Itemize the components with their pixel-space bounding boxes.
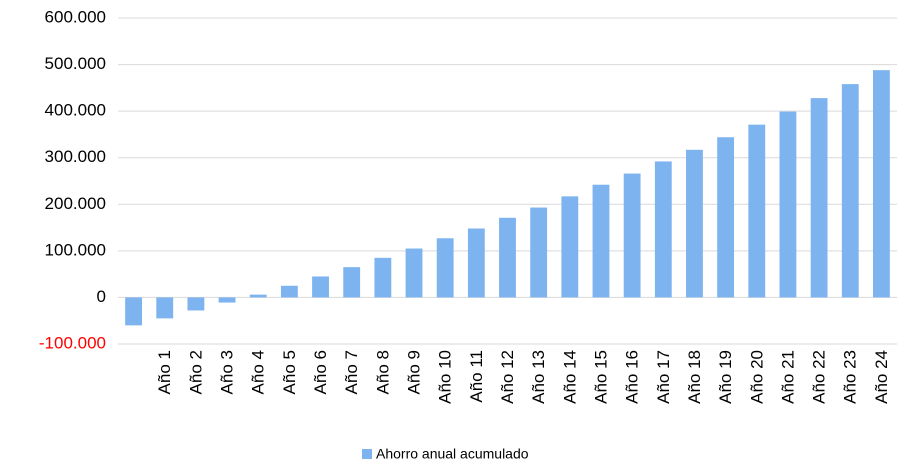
y-tick-label: -100.000: [39, 333, 106, 352]
bar: [530, 207, 548, 298]
x-tick-label: Año 1: [155, 350, 174, 394]
x-tick-label: Año 14: [560, 350, 579, 404]
x-tick-label: Año 17: [654, 350, 673, 404]
x-tick-label: Año 11: [467, 350, 486, 403]
x-tick-label: Año 4: [249, 350, 268, 394]
bar: [717, 137, 735, 298]
x-tick-label: Año 8: [373, 350, 392, 394]
bar: [280, 285, 298, 298]
x-tick-label: Año 24: [872, 350, 891, 404]
bar: [249, 294, 267, 298]
y-tick-label: 0: [97, 287, 106, 306]
bar: [467, 228, 485, 298]
y-tick-label: 500.000: [45, 54, 106, 73]
x-tick-label: Año 6: [311, 350, 330, 394]
y-tick-label: 200.000: [45, 194, 106, 213]
y-tick-label: 300.000: [45, 147, 106, 166]
bar: [592, 184, 610, 298]
x-tick-label: Año 3: [218, 350, 237, 394]
x-tick-label: Año 21: [778, 350, 797, 404]
x-tick-label: Año 19: [716, 350, 735, 404]
x-tick-label: Año 9: [405, 350, 424, 394]
bar: [312, 276, 329, 298]
bar: [654, 161, 672, 298]
x-tick-label: Año 15: [591, 350, 610, 404]
x-tick-label: Año 12: [498, 350, 517, 404]
x-tick-label: Año 18: [685, 350, 704, 404]
bar: [343, 267, 361, 298]
bar: [561, 196, 579, 298]
bar: [873, 70, 890, 298]
bar: [748, 124, 766, 298]
y-tick-label: 600.000: [45, 7, 106, 26]
x-tick-label: Año 10: [436, 350, 455, 404]
x-tick-label: Año 23: [841, 350, 860, 404]
bar: [779, 111, 797, 298]
y-tick-label: 400.000: [45, 101, 106, 120]
x-tick-label: Año 7: [342, 350, 361, 394]
bar: [187, 297, 205, 311]
x-tick-label: Año 16: [623, 350, 642, 404]
legend-swatch: [362, 449, 372, 459]
bar: [374, 257, 392, 298]
bar: [405, 248, 423, 298]
bar: [623, 173, 641, 298]
y-tick-label: 100.000: [45, 240, 106, 259]
bar: [436, 238, 454, 298]
bar: [499, 217, 516, 298]
x-tick-label: Año 22: [810, 350, 829, 404]
bar: [686, 149, 703, 298]
x-tick-label: Año 20: [747, 350, 766, 404]
bar: [218, 297, 236, 303]
bar: [841, 84, 859, 298]
legend-label: Ahorro anual acumulado: [376, 446, 529, 462]
x-tick-label: Año 13: [529, 350, 548, 404]
x-tick-label: Año 5: [280, 350, 299, 394]
bar: [125, 297, 142, 326]
bar: [810, 98, 828, 298]
x-tick-label: Año 2: [186, 350, 205, 394]
bar: [156, 297, 174, 319]
